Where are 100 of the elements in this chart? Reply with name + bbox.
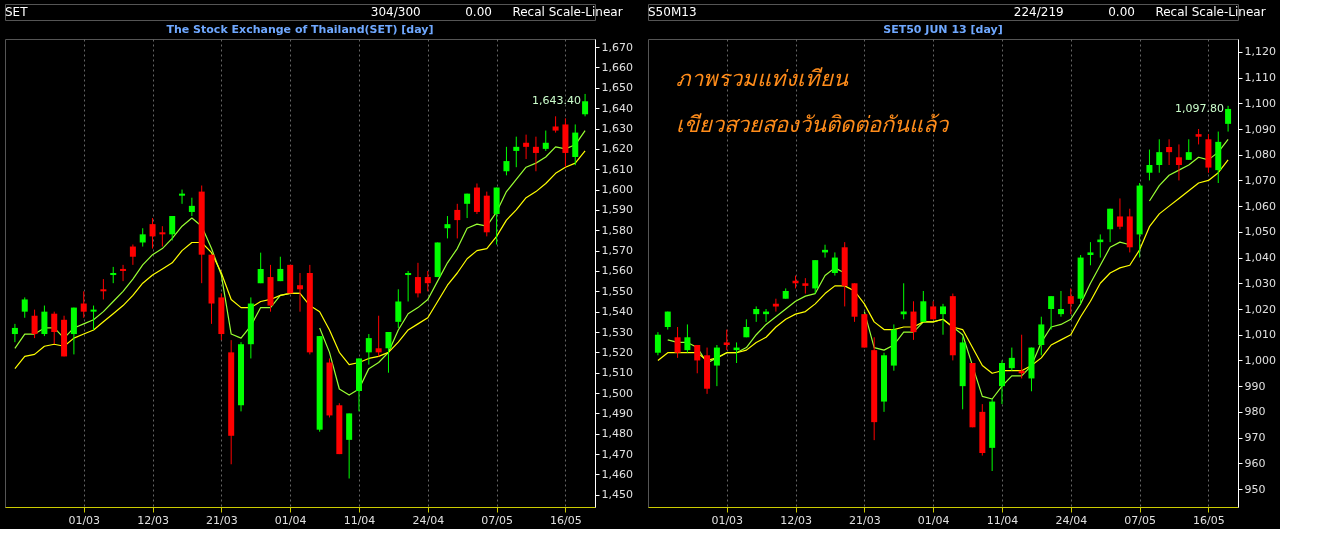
text: 304/300 bbox=[370, 5, 421, 19]
text: 0.00 bbox=[465, 5, 492, 19]
candlestick bbox=[998, 359, 1005, 405]
x-tick-label: 07/05 bbox=[1124, 513, 1156, 527]
chart-title: SET50 JUN 13 [day] bbox=[883, 23, 1003, 36]
y-tick-label: 950 bbox=[1244, 482, 1266, 496]
candlestick bbox=[1057, 290, 1064, 318]
y-tick-label: 1,600 bbox=[601, 183, 633, 197]
candlestick bbox=[513, 136, 520, 168]
candlestick bbox=[920, 290, 927, 323]
candlestick bbox=[454, 203, 461, 239]
y-tick-label: 1,520 bbox=[601, 345, 633, 359]
annotation: 1,643.40 bbox=[532, 94, 582, 108]
candlestick bbox=[1225, 105, 1232, 133]
y-tick-label: 1,040 bbox=[1244, 251, 1276, 265]
annotation: เขียวสวยสองวันติดต่อกันแล้ว bbox=[676, 112, 950, 137]
y-tick-label: 1,500 bbox=[601, 386, 633, 400]
candlestick bbox=[1116, 197, 1123, 230]
x-tick-label: 21/03 bbox=[206, 513, 238, 527]
candlestick bbox=[723, 329, 730, 351]
candlestick bbox=[31, 309, 38, 339]
y-tick-label: 1,630 bbox=[601, 122, 633, 136]
candlestick bbox=[21, 296, 28, 319]
y-tick-label: 1,090 bbox=[1244, 122, 1276, 136]
y-tick-label: 1,470 bbox=[601, 447, 633, 461]
y-tick-label: 1,620 bbox=[601, 142, 633, 156]
candlestick bbox=[831, 251, 838, 277]
x-tick-label: 16/05 bbox=[1193, 513, 1225, 527]
x-tick-label: 21/03 bbox=[849, 513, 881, 527]
y-tick-label: 1,510 bbox=[601, 366, 633, 380]
candlestick bbox=[910, 300, 917, 341]
x-tick-label: 01/03 bbox=[711, 513, 744, 527]
text: S50M13 bbox=[648, 5, 697, 19]
candlestick bbox=[713, 344, 720, 387]
candlestick bbox=[385, 331, 392, 374]
y-tick-label: 1,050 bbox=[1244, 225, 1276, 239]
candlestick bbox=[159, 225, 166, 248]
candlestick bbox=[90, 305, 97, 331]
candlestick bbox=[129, 244, 136, 266]
y-tick-label: 1,650 bbox=[601, 81, 633, 95]
candlestick bbox=[188, 197, 195, 217]
y-tick-label: 1,660 bbox=[601, 60, 633, 74]
y-tick-label: 1,110 bbox=[1244, 71, 1276, 85]
y-tick-label: 1,100 bbox=[1244, 96, 1276, 110]
y-tick-label: 1,480 bbox=[601, 427, 633, 441]
candlestick bbox=[11, 323, 18, 343]
y-tick-label: 1,030 bbox=[1244, 276, 1276, 290]
line-series bbox=[14, 150, 586, 370]
candlestick bbox=[1087, 241, 1094, 266]
y-tick-label: 1,670 bbox=[601, 40, 633, 54]
candlestick bbox=[297, 272, 303, 313]
y-tick-label: 1,560 bbox=[601, 264, 633, 278]
candlestick bbox=[503, 146, 510, 176]
candlestick bbox=[444, 215, 451, 239]
y-tick-label: 1,540 bbox=[601, 305, 633, 319]
y-tick-label: 1,120 bbox=[1244, 45, 1276, 59]
y-tick-label: 1,460 bbox=[601, 467, 633, 481]
candlestick bbox=[1185, 138, 1192, 161]
candlestick bbox=[684, 323, 691, 354]
candlestick bbox=[1067, 287, 1074, 315]
y-tick-label: 1,530 bbox=[601, 325, 633, 339]
candlestick bbox=[1107, 208, 1114, 243]
y-tick-label: 1,060 bbox=[1244, 199, 1276, 213]
candlestick bbox=[654, 331, 661, 356]
candlestick bbox=[149, 217, 156, 250]
x-tick-label: 24/04 bbox=[412, 513, 445, 527]
y-tick-label: 1,590 bbox=[601, 203, 633, 217]
x-tick-label: 01/04 bbox=[917, 513, 950, 527]
candlestick bbox=[277, 256, 284, 282]
y-tick-label: 960 bbox=[1244, 456, 1266, 470]
candlestick bbox=[51, 311, 58, 345]
candlestick bbox=[1175, 143, 1182, 181]
candlestick bbox=[464, 193, 471, 219]
y-tick-label: 990 bbox=[1244, 379, 1266, 393]
candlestick bbox=[100, 278, 107, 300]
candlestick bbox=[120, 264, 127, 282]
candlestick bbox=[41, 305, 48, 337]
candlestick bbox=[523, 134, 530, 160]
candlestick bbox=[414, 262, 421, 298]
candlestick bbox=[582, 93, 589, 117]
text: 224/219 bbox=[1013, 5, 1064, 19]
candlestick bbox=[405, 270, 412, 302]
candlestick bbox=[532, 136, 539, 172]
x-tick-label: 12/03 bbox=[137, 513, 169, 527]
candlestick bbox=[694, 344, 701, 374]
y-tick-label: 1,450 bbox=[601, 488, 633, 502]
candlestick bbox=[424, 270, 431, 292]
candlestick bbox=[169, 215, 176, 241]
y-tick-label: 1,580 bbox=[601, 223, 633, 237]
candlestick bbox=[80, 290, 87, 319]
candlestick bbox=[395, 288, 402, 329]
x-tick-label: 11/04 bbox=[986, 513, 1019, 527]
candlestick bbox=[139, 227, 146, 248]
y-tick-label: 980 bbox=[1244, 405, 1266, 419]
candlestick bbox=[940, 303, 946, 336]
y-tick-label: 1,080 bbox=[1244, 148, 1276, 162]
y-tick-label: 1,000 bbox=[1244, 353, 1276, 367]
candlestick bbox=[1166, 138, 1173, 166]
x-tick-label: 11/04 bbox=[343, 513, 376, 527]
chart-title: The Stock Exchange of Thailand(SET) [day] bbox=[166, 23, 434, 36]
